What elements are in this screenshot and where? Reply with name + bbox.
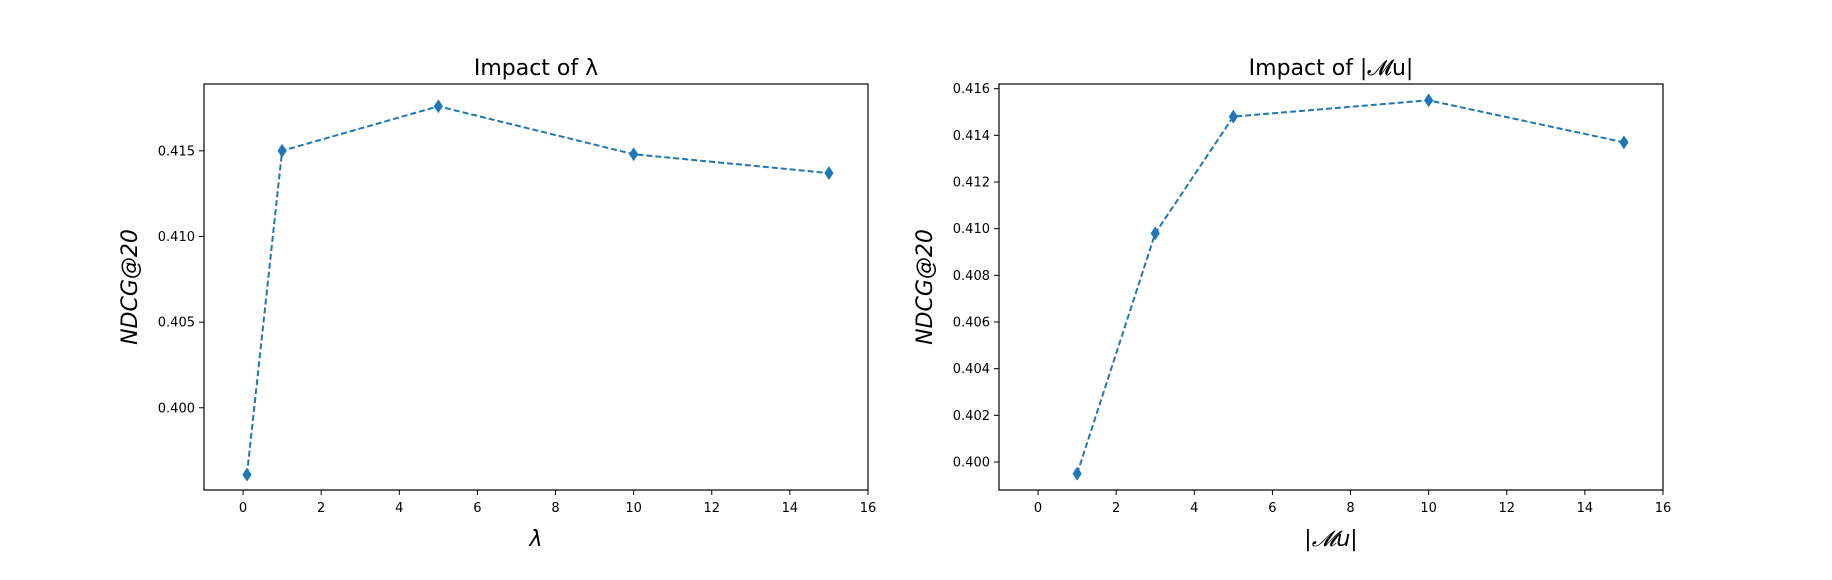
- chart-lambda: Impact of λ 0 2 4 6 8 10 12 14 16 0.400 0.405 0.410 0…: [118, 56, 876, 552]
- data-point-marker: [1150, 226, 1160, 241]
- x-tick-label: 6: [473, 501, 481, 516]
- y-tick-label: 0.412: [953, 176, 990, 191]
- x-tick-label: 8: [551, 501, 559, 516]
- x-tick-label: 12: [1498, 501, 1515, 516]
- x-tick-label: 2: [1112, 501, 1120, 516]
- y-tick-label: 0.400: [158, 401, 195, 416]
- y-axis-label: NDCG@20: [913, 229, 938, 345]
- x-axis-label: λ: [528, 527, 542, 552]
- data-point-marker: [433, 99, 443, 114]
- y-tick-label: 0.408: [953, 269, 990, 284]
- x-tick-label: 0: [239, 501, 247, 516]
- x-tick-label: 6: [1268, 501, 1276, 516]
- x-tick-label: 10: [1420, 501, 1437, 516]
- y-tick-label: 0.416: [953, 82, 990, 97]
- y-tick-label: 0.400: [953, 456, 990, 471]
- plot-frame: [203, 83, 869, 491]
- y-tick-label: 0.410: [158, 230, 195, 245]
- chart-title: Impact of |𝓜u|: [1249, 56, 1414, 81]
- x-tick-label: 8: [1346, 501, 1354, 516]
- chart-title: Impact of λ: [474, 56, 598, 81]
- y-tick-label: 0.405: [158, 316, 195, 331]
- plot-frame: [998, 83, 1664, 491]
- x-tick-label: 10: [625, 501, 642, 516]
- x-tick-label: 2: [317, 501, 325, 516]
- data-point-marker: [629, 147, 639, 162]
- x-tick-label: 14: [782, 501, 799, 516]
- x-tick-label: 14: [1577, 501, 1594, 516]
- chart-memory-size: Impact of |𝓜u| 0 2 4 6 8 10 12 14 16 0.400 0.402 0.4…: [913, 56, 1671, 552]
- y-axis-label: NDCG@20: [118, 229, 143, 345]
- x-tick-label: 0: [1034, 501, 1042, 516]
- y-tick-label: 0.406: [953, 316, 990, 331]
- y-tick-label: 0.414: [953, 129, 990, 144]
- x-tick-label: 16: [1655, 501, 1672, 516]
- data-point-marker: [1619, 135, 1629, 150]
- y-tick-label: 0.404: [953, 362, 990, 377]
- data-point-marker: [1424, 93, 1434, 108]
- y-tick-label: 0.415: [158, 144, 195, 159]
- x-tick-label: 4: [395, 501, 403, 516]
- x-tick-label: 4: [1190, 501, 1198, 516]
- x-tick-label: 16: [860, 501, 877, 516]
- y-tick-label: 0.410: [953, 222, 990, 237]
- data-point-marker: [1072, 466, 1082, 481]
- data-point-marker: [1228, 109, 1238, 124]
- x-axis-label: |𝓜u|: [1304, 527, 1357, 552]
- data-point-marker: [242, 467, 252, 482]
- y-tick-label: 0.402: [953, 409, 990, 424]
- x-tick-label: 12: [703, 501, 720, 516]
- data-point-marker: [824, 166, 834, 180]
- data-point-marker: [277, 143, 287, 158]
